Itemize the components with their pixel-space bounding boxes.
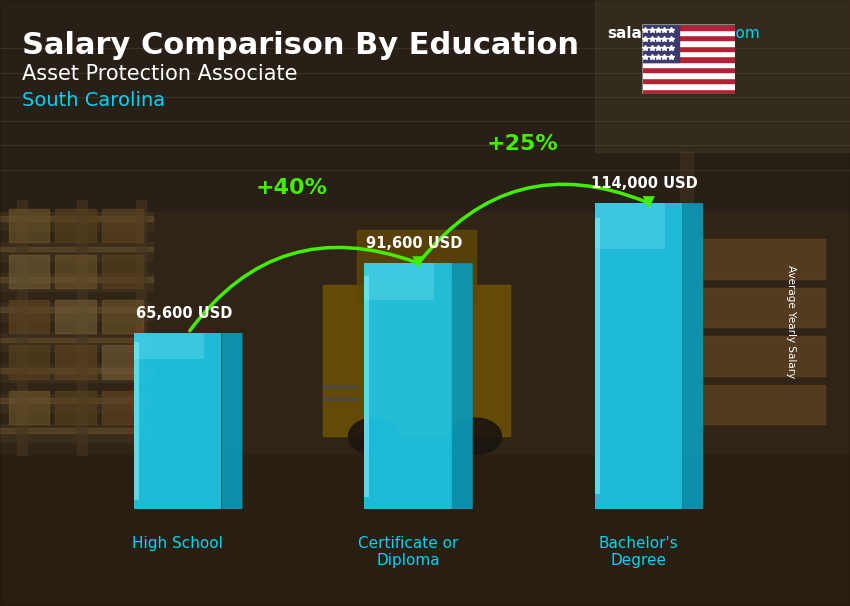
Bar (642, 35, 735, 41)
Bar (697, 385, 824, 424)
Bar (102, 300, 143, 333)
Bar (357, 230, 476, 303)
Text: +25%: +25% (486, 134, 558, 154)
Bar (697, 336, 824, 376)
Bar (642, 45, 735, 51)
Bar (0, 364, 153, 382)
Bar (697, 288, 824, 327)
Polygon shape (594, 203, 665, 249)
Bar (0, 0, 850, 212)
Bar (0, 428, 153, 433)
Bar (102, 209, 143, 242)
Bar (8, 391, 49, 424)
Polygon shape (682, 203, 703, 509)
Bar (642, 24, 735, 30)
Bar (323, 285, 510, 436)
Bar (8, 209, 49, 242)
Bar (642, 30, 735, 35)
Bar (0, 212, 850, 454)
Polygon shape (222, 333, 242, 509)
Bar (642, 41, 735, 45)
Bar (0, 216, 153, 221)
Bar (642, 24, 679, 62)
Text: Asset Protection Associate: Asset Protection Associate (22, 64, 298, 84)
Bar (595, 0, 850, 152)
Polygon shape (134, 333, 204, 359)
Bar (642, 83, 735, 88)
Text: South Carolina: South Carolina (22, 91, 165, 110)
Text: 91,600 USD: 91,600 USD (366, 236, 462, 251)
Text: High School: High School (133, 536, 223, 551)
Bar (55, 345, 96, 379)
Bar (0, 303, 153, 321)
Bar (17, 200, 27, 454)
Bar (642, 56, 735, 62)
Bar (0, 247, 153, 251)
Text: Salary Comparison By Education: Salary Comparison By Education (22, 31, 579, 60)
Bar (0, 338, 153, 342)
Circle shape (348, 418, 400, 454)
Bar (8, 345, 49, 379)
Circle shape (450, 418, 501, 454)
Text: explorer.com: explorer.com (660, 26, 760, 41)
Bar (0, 454, 850, 606)
Text: Certificate or
Diploma: Certificate or Diploma (358, 536, 458, 568)
Bar (323, 385, 357, 388)
Polygon shape (365, 276, 370, 497)
Bar (0, 424, 153, 442)
Bar (0, 368, 153, 373)
Bar (102, 255, 143, 288)
Text: 65,600 USD: 65,600 USD (136, 306, 232, 321)
Bar (642, 73, 735, 78)
Bar (642, 88, 735, 94)
Bar (642, 62, 735, 67)
Bar (697, 336, 824, 376)
Bar (8, 255, 49, 288)
Bar (697, 288, 824, 327)
Bar (323, 397, 357, 400)
Bar (642, 67, 735, 73)
Bar (55, 391, 96, 424)
Bar (0, 212, 153, 230)
Bar (8, 300, 49, 333)
Polygon shape (134, 342, 139, 500)
Text: salary: salary (607, 26, 660, 41)
Bar (0, 333, 153, 351)
Bar (55, 300, 96, 333)
Bar (0, 307, 153, 312)
Bar (0, 394, 153, 412)
Polygon shape (365, 263, 451, 509)
Polygon shape (365, 263, 434, 300)
Polygon shape (594, 218, 600, 494)
Bar (102, 345, 143, 379)
Bar (697, 239, 824, 279)
Text: 114,000 USD: 114,000 USD (592, 176, 698, 191)
Bar (642, 78, 735, 83)
Bar (136, 200, 146, 454)
Bar (0, 398, 153, 403)
Text: Average Yearly Salary: Average Yearly Salary (785, 265, 796, 378)
Bar (642, 51, 735, 56)
Text: Bachelor's
Degree: Bachelor's Degree (598, 536, 678, 568)
Text: +40%: +40% (256, 178, 328, 198)
Bar (697, 239, 824, 279)
Polygon shape (594, 203, 682, 509)
Bar (102, 391, 143, 424)
Bar (0, 242, 153, 261)
Bar (55, 209, 96, 242)
Bar (0, 273, 153, 291)
Polygon shape (134, 333, 222, 509)
Bar (0, 277, 153, 282)
Polygon shape (451, 263, 473, 509)
Bar (680, 152, 693, 454)
Bar (76, 200, 87, 454)
Bar (697, 385, 824, 424)
Bar (55, 255, 96, 288)
